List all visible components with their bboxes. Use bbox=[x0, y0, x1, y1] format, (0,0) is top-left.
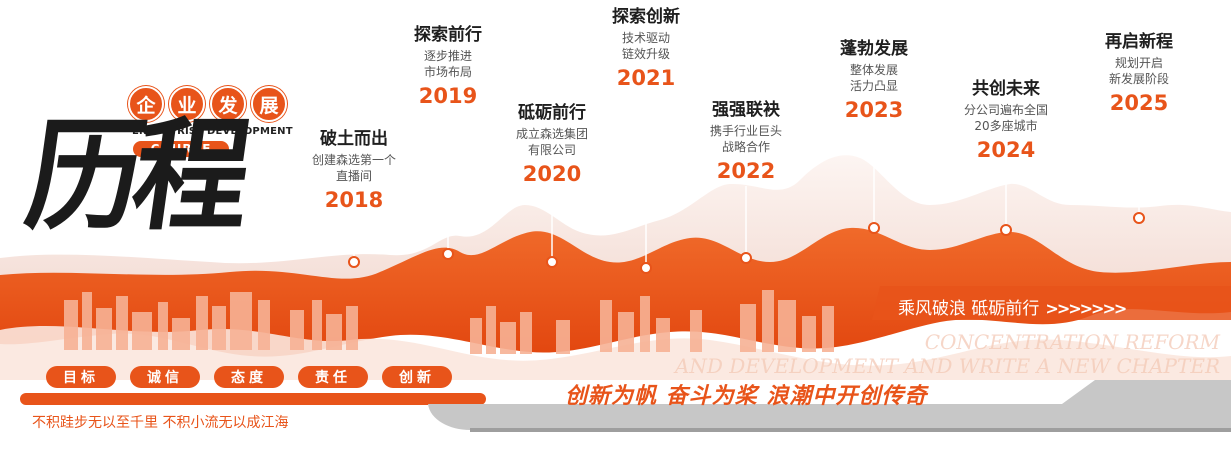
milestone-title: 蓬勃发展 bbox=[840, 39, 908, 59]
building bbox=[158, 302, 168, 350]
milestone-title: 再启新程 bbox=[1105, 32, 1173, 52]
milestone-title: 强强联袂 bbox=[711, 100, 780, 120]
title-circles: 企 业 发 展 bbox=[128, 86, 287, 122]
values-row: 目标 诚信 态度 责任 创新 bbox=[46, 366, 452, 388]
left-base-strip bbox=[20, 393, 486, 405]
value-pill: 诚信 bbox=[130, 366, 200, 388]
milestone-2018: 破土而出 创建森选第一个 直播间 2018 bbox=[312, 124, 396, 212]
milestone-dot bbox=[442, 248, 454, 260]
orange-wave bbox=[0, 227, 1231, 357]
value-pill: 创新 bbox=[382, 366, 452, 388]
building bbox=[212, 306, 226, 350]
milestone-desc: 分公司遍布全国 20多座城市 bbox=[963, 103, 1049, 133]
milestone-dot bbox=[546, 256, 558, 268]
building bbox=[64, 300, 78, 350]
building bbox=[326, 314, 342, 350]
slogan-banner: 乘风破浪 砥砺前行 >>>>>>> bbox=[898, 294, 1127, 319]
building bbox=[762, 290, 774, 352]
slogan-banner-text: 乘风破浪 砥砺前行 bbox=[898, 299, 1040, 319]
building bbox=[600, 300, 612, 352]
milestone-2020: 砥砺前行 成立森选集团 有限公司 2020 bbox=[516, 98, 588, 186]
milestone-year: 2023 bbox=[844, 98, 904, 122]
building bbox=[82, 292, 92, 350]
milestone-year: 2018 bbox=[324, 188, 384, 212]
milestone-desc: 规划开启 新发展阶段 bbox=[1108, 56, 1169, 86]
building bbox=[740, 304, 756, 352]
milestone-desc: 携手行业巨头 战略合作 bbox=[709, 124, 783, 154]
building bbox=[520, 312, 532, 354]
milestone-title: 砥砺前行 bbox=[517, 103, 586, 123]
building bbox=[556, 320, 570, 354]
milestone-2022: 强强联袂 携手行业巨头 战略合作 2022 bbox=[710, 95, 782, 183]
title-char: 展 bbox=[251, 86, 287, 122]
milestone-title: 破土而出 bbox=[319, 129, 388, 149]
building bbox=[822, 306, 834, 352]
building bbox=[802, 316, 816, 352]
building bbox=[486, 306, 496, 354]
building bbox=[656, 318, 670, 352]
milestone-desc: 成立森选集团 有限公司 bbox=[515, 127, 589, 157]
building bbox=[132, 312, 152, 350]
value-pill: 目标 bbox=[46, 366, 116, 388]
milestone-desc: 技术驱动 链效升级 bbox=[621, 31, 670, 61]
title-char: 发 bbox=[210, 86, 246, 122]
building bbox=[778, 300, 796, 352]
slogan-banner-bg bbox=[872, 286, 1231, 320]
title-char: 业 bbox=[169, 86, 205, 122]
building bbox=[470, 318, 482, 354]
milestone-dot bbox=[640, 262, 652, 274]
building bbox=[196, 296, 208, 350]
milestone-desc: 整体发展 活力凸显 bbox=[849, 63, 898, 93]
title-char: 企 bbox=[128, 86, 164, 122]
building bbox=[258, 300, 270, 350]
building bbox=[96, 308, 112, 350]
milestone-2025: 再启新程 规划开启 新发展阶段 2025 bbox=[1105, 27, 1173, 115]
building bbox=[230, 292, 252, 350]
milestone-2019: 探索前行 逐步推进 市场布局 2019 bbox=[414, 20, 482, 108]
milestone-desc: 创建森选第一个 直播间 bbox=[311, 153, 397, 183]
city-skyline bbox=[64, 290, 834, 354]
gray-base bbox=[428, 380, 1231, 430]
milestone-dot bbox=[868, 222, 880, 234]
milestone-title: 共创未来 bbox=[971, 79, 1040, 99]
value-pill: 责任 bbox=[298, 366, 368, 388]
milestone-title: 探索前行 bbox=[414, 25, 482, 45]
english-title: ENTERPRISE DEVELOPMENT bbox=[132, 126, 293, 137]
building bbox=[116, 296, 128, 350]
milestone-title: 探索创新 bbox=[612, 7, 680, 27]
milestone-desc: 逐步推进 市场布局 bbox=[423, 49, 472, 79]
milestone-2021: 探索创新 技术驱动 链效升级 2021 bbox=[612, 2, 680, 90]
milestone-year: 2024 bbox=[976, 138, 1036, 162]
building bbox=[500, 322, 516, 354]
milestone-year: 2025 bbox=[1109, 91, 1169, 115]
building bbox=[290, 310, 304, 350]
english-watermark: CONCENTRATION REFORM AND DEVELOPMENT AND… bbox=[674, 330, 1220, 378]
milestone-2024: 共创未来 分公司遍布全国 20多座城市 2024 bbox=[964, 74, 1048, 162]
milestone-dot bbox=[1000, 224, 1012, 236]
milestone-year: 2022 bbox=[716, 159, 776, 183]
course-pill: COURSE bbox=[133, 141, 229, 157]
milestone-year: 2019 bbox=[418, 84, 478, 108]
building bbox=[312, 300, 322, 350]
main-title: 历程 bbox=[17, 104, 251, 248]
milestone-dot bbox=[740, 252, 752, 264]
building bbox=[346, 306, 358, 350]
chevron-right-icon: >>>>>>> bbox=[1045, 299, 1127, 318]
milestone-2023: 蓬勃发展 整体发展 活力凸显 2023 bbox=[840, 34, 908, 122]
building bbox=[172, 318, 190, 350]
milestone-year: 2020 bbox=[522, 162, 582, 186]
building bbox=[640, 296, 650, 352]
quote-text: 不积跬步无以至千里 不积小流无以成江海 bbox=[32, 415, 289, 431]
milestone-dot bbox=[1133, 212, 1145, 224]
value-pill: 态度 bbox=[214, 366, 284, 388]
main-slogan: 创新为帆 奋斗为桨 浪潮中开创传奇 bbox=[565, 384, 928, 409]
building bbox=[618, 312, 634, 352]
milestone-lines bbox=[348, 90, 1145, 274]
building bbox=[690, 310, 702, 352]
milestone-dot bbox=[348, 256, 360, 268]
milestone-year: 2021 bbox=[616, 66, 676, 90]
